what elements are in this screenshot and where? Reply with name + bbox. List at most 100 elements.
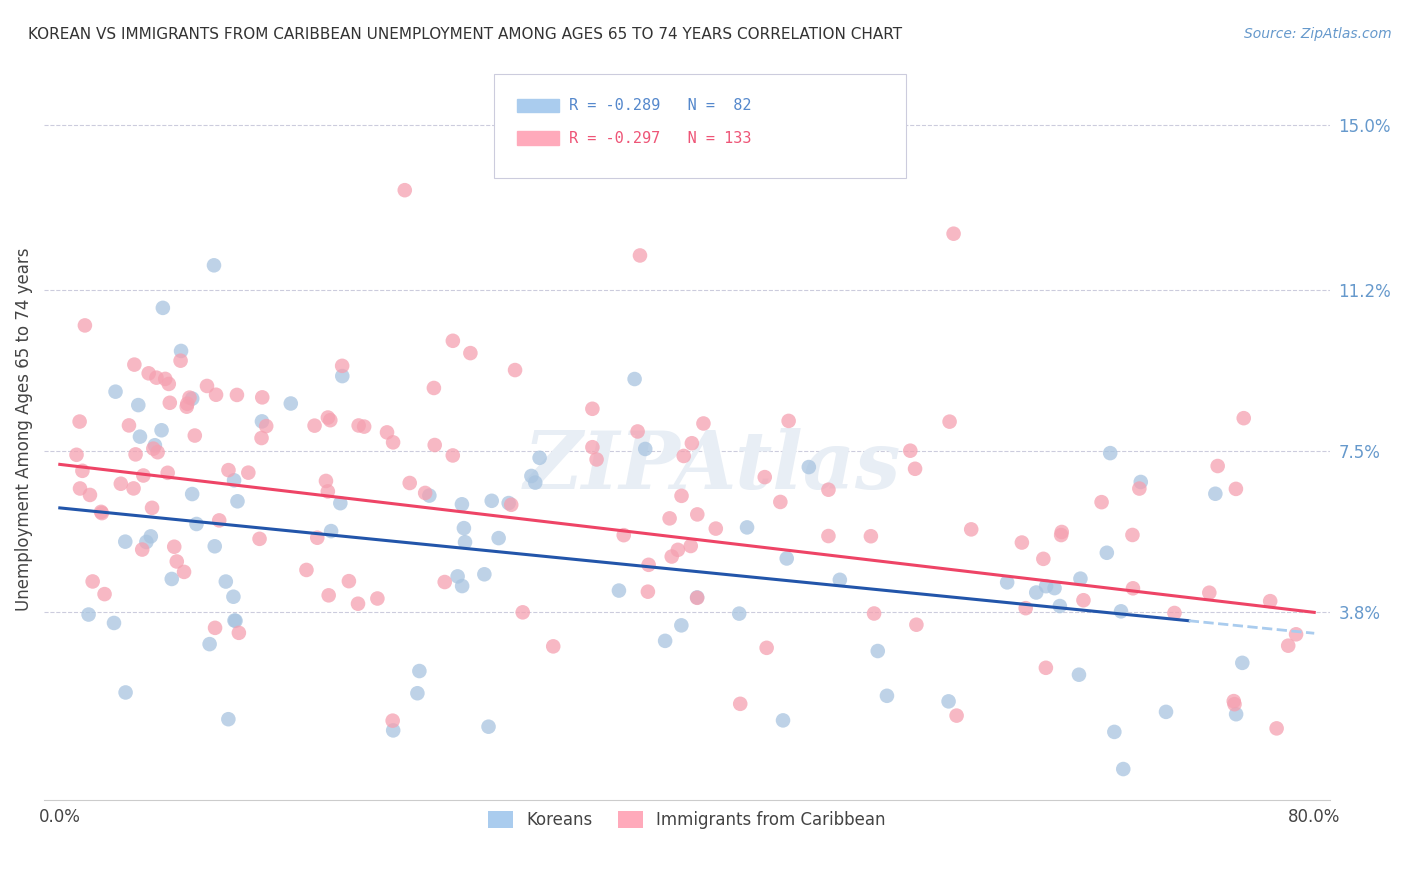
Point [77, 607, 100, 622]
Point [170, 343, 193, 358]
Point [152, 301, 174, 315]
Point [945, 708, 967, 723]
Point [406, 686, 429, 700]
Point [131, 542, 153, 557]
Text: KOREAN VS IMMIGRANTS FROM CARIBBEAN UNEMPLOYMENT AMONG AGES 65 TO 74 YEARS CORRE: KOREAN VS IMMIGRANTS FROM CARIBBEAN UNEM… [28, 27, 903, 42]
Point [319, 413, 342, 427]
Point [1223, 697, 1246, 711]
Point [252, 390, 274, 404]
Point [69, 415, 91, 429]
Point [205, 388, 228, 402]
Point [156, 466, 179, 480]
Point [280, 396, 302, 410]
Point [672, 449, 695, 463]
Point [145, 370, 167, 384]
Point [728, 697, 751, 711]
Point [319, 524, 342, 538]
Point [754, 470, 776, 484]
Point [142, 442, 165, 456]
Point [828, 573, 851, 587]
Point [692, 417, 714, 431]
Point [150, 423, 173, 437]
Point [217, 712, 239, 726]
Point [520, 469, 543, 483]
Point [318, 588, 340, 602]
Point [454, 535, 477, 549]
Point [79, 488, 101, 502]
Point [226, 388, 249, 402]
Point [769, 495, 792, 509]
Point [382, 723, 405, 738]
Point [82, 574, 104, 589]
Point [238, 466, 260, 480]
Point [143, 438, 166, 452]
Point [460, 346, 482, 360]
Point [1198, 585, 1220, 599]
Point [446, 569, 468, 583]
Point [204, 621, 226, 635]
Point [1109, 604, 1132, 618]
Point [146, 445, 169, 459]
Point [186, 516, 208, 531]
Point [329, 496, 352, 510]
Point [69, 482, 91, 496]
Point [1067, 667, 1090, 681]
Point [1222, 694, 1244, 708]
Point [316, 484, 339, 499]
Point [1015, 601, 1038, 615]
Point [222, 590, 245, 604]
Point [613, 528, 636, 542]
Point [778, 414, 800, 428]
Point [524, 475, 547, 490]
Point [129, 430, 152, 444]
Point [942, 227, 965, 241]
Point [222, 473, 245, 487]
Point [472, 567, 495, 582]
Point [654, 633, 676, 648]
Point [772, 714, 794, 728]
Point [488, 531, 510, 545]
Point [65, 448, 87, 462]
Point [418, 489, 440, 503]
Point [704, 522, 727, 536]
Point [512, 605, 534, 619]
Point [224, 614, 246, 628]
Point [628, 248, 651, 262]
Point [304, 418, 326, 433]
Point [658, 511, 681, 525]
Point [381, 714, 404, 728]
Point [135, 535, 157, 549]
Point [1104, 725, 1126, 739]
Point [181, 392, 204, 406]
Point [1154, 705, 1177, 719]
Point [413, 486, 436, 500]
Point [124, 358, 146, 372]
Point [498, 496, 520, 510]
Point [353, 419, 375, 434]
Point [394, 183, 416, 197]
Point [141, 500, 163, 515]
Point [228, 625, 250, 640]
Point [1265, 722, 1288, 736]
Text: Source: ZipAtlas.com: Source: ZipAtlas.com [1244, 27, 1392, 41]
Text: ZIPAtlas: ZIPAtlas [524, 428, 901, 505]
Point [1277, 639, 1299, 653]
Point [1121, 528, 1143, 542]
Point [163, 540, 186, 554]
FancyBboxPatch shape [517, 131, 560, 145]
Point [686, 591, 709, 605]
Point [637, 558, 659, 572]
FancyBboxPatch shape [494, 74, 905, 178]
Point [330, 359, 353, 373]
Point [347, 597, 370, 611]
Point [118, 418, 141, 433]
Point [1095, 546, 1118, 560]
Point [859, 529, 882, 543]
Point [315, 474, 337, 488]
Point [157, 376, 180, 391]
Point [481, 493, 503, 508]
Point [195, 379, 218, 393]
Point [863, 607, 886, 621]
Point [307, 531, 329, 545]
Point [1099, 446, 1122, 460]
